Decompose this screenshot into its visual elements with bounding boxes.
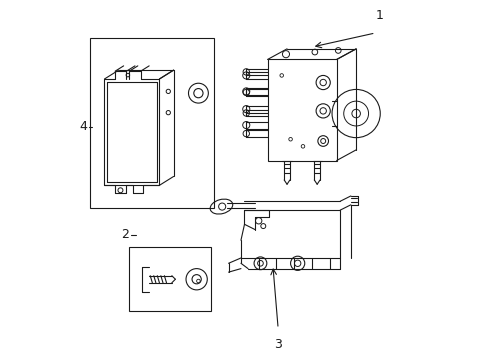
- Text: 1: 1: [374, 9, 382, 22]
- Bar: [90, 38, 214, 208]
- Bar: [267, 59, 336, 161]
- Text: 3: 3: [274, 338, 282, 351]
- Bar: [129, 247, 210, 311]
- Text: 4: 4: [79, 120, 86, 133]
- Text: 2: 2: [121, 229, 129, 242]
